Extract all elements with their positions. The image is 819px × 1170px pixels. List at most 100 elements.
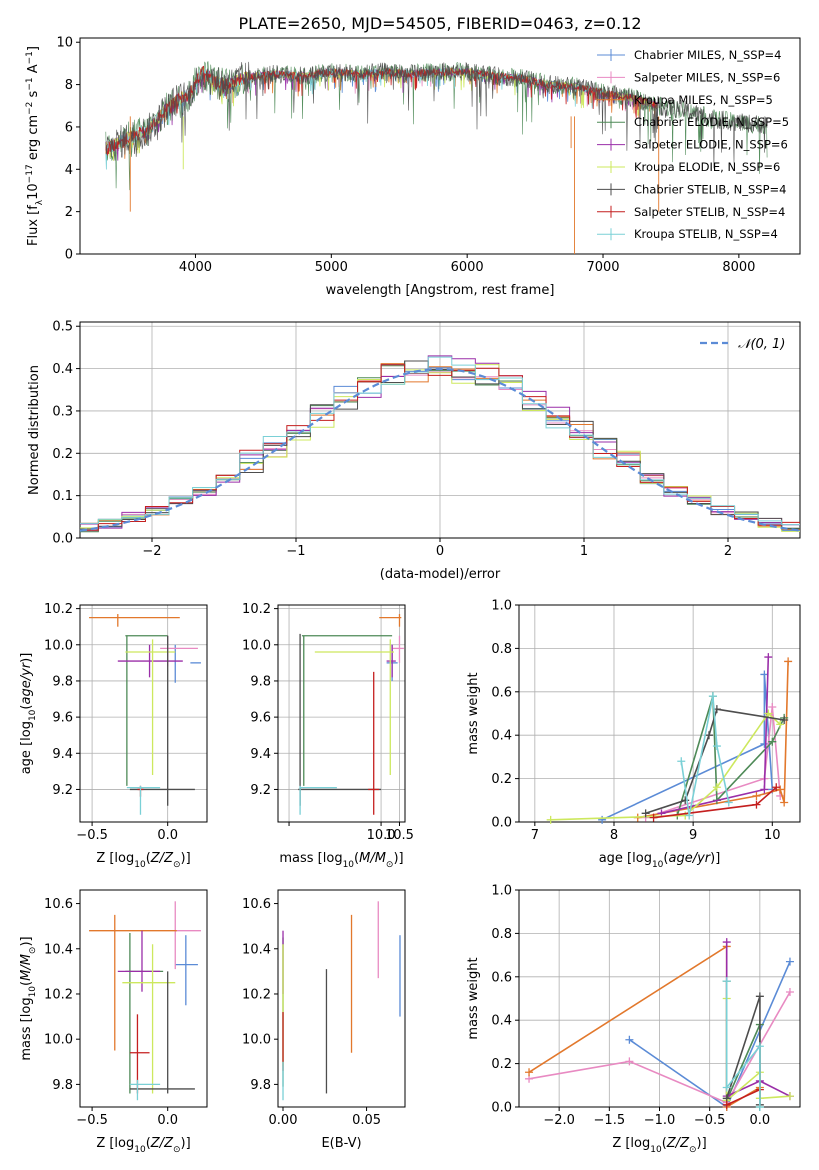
legend-entry: 𝒩(0, 1) [738,337,785,352]
y-tick-label: 1.0 [491,599,512,614]
legend-entry: Salpeter ELODIE, N_SSP=6 [634,138,788,152]
spectrum-panel: 4000 5000 6000 7000 8000 0 2 4 6 8 10 PLATE=2650, M… [25,14,801,298]
y-tick-label: 10.0 [242,1033,271,1048]
weight-point-marker [785,1092,794,1101]
axes-frame [277,604,406,823]
x-axis-label: Z [log10(Z/Z⊙)] [96,851,190,870]
axes-frame [79,889,208,1108]
y-tick-label: 0.0 [491,816,512,831]
weight-point-marker [784,657,793,666]
y-tick-label: 10.0 [242,638,271,653]
y-tick-label: 10.0 [44,1033,73,1048]
y-tick-label: 0.8 [491,927,512,942]
x-tick-label: 10 [764,828,781,843]
axes-frame [79,604,208,823]
histogram-series [80,360,800,533]
weight-point-marker [712,783,721,792]
errorbar-point [125,635,168,786]
x-axis-label: age [log10(age/yr)] [599,851,721,870]
errorbar-point [175,935,198,1006]
weight-point-marker [722,938,731,947]
axes-frame [518,604,801,823]
weight-point-marker [760,785,769,794]
x-axis-label: mass [log10(M/M⊙)] [279,851,403,870]
weight-point-marker [768,702,777,711]
y-tick-label: 0.2 [491,1057,512,1072]
y-tick-label: 0.0 [52,532,73,547]
y-tick-label: 0.4 [491,1014,512,1029]
y-axis-label: Normed distribution [27,365,42,495]
errorbar-point [126,785,161,815]
x-tick-label: 0.0 [750,1113,771,1128]
x-tick-label: 10.5 [385,828,414,843]
y-tick-label: 0.5 [52,320,73,335]
weight-point-marker [764,709,773,718]
x-tick-label: 0.05 [352,1113,381,1128]
mass-vs-ebv-panel: 0.00 0.05 9.8 10.0 10.2 10.4 10.6 E(B-V) [242,889,406,1151]
y-tick-label: 9.8 [52,674,73,689]
y-tick-label: 9.8 [250,674,271,689]
y-tick-label: 10 [56,36,73,51]
axes-frame [277,889,406,1108]
weight-point-marker [785,957,794,966]
errorbar-point [299,785,337,815]
errorbars [89,901,201,1101]
y-tick-label: 0.6 [491,970,512,985]
weight-point-marker [649,813,658,822]
weight-point-marker [780,798,789,807]
weight-point-marker [722,1083,731,1092]
errorbar-point [368,671,380,815]
legend-entry: Salpeter STELIB, N_SSP=4 [634,205,785,219]
weight-point-marker [785,987,794,996]
y-axis-label: Flux [fλ10−17 erg cm−2 s−1 A−1] [25,46,45,246]
x-tick-label: 9 [689,828,697,843]
y-tick-label: 0.2 [491,772,512,787]
x-tick-label: 5000 [315,260,348,275]
x-tick-label: 0.0 [157,828,178,843]
mass-vs-metallicity-panel: −0.5 0.0 9.8 10.0 10.2 10.4 10.6 Z [log10(Z/Z⊙)… [19,889,208,1155]
y-tick-label: 9.4 [250,747,271,762]
weight-lines [546,653,793,824]
y-tick-label: 4 [65,163,73,178]
x-tick-label: 10.0 [367,828,396,843]
x-tick-label: 2 [724,544,732,559]
errorbar-point [89,914,177,1051]
errorbar-point [314,639,394,775]
x-tick-label: 7 [531,828,539,843]
weight-series-line [653,786,777,819]
weight-point-marker [625,1057,634,1066]
errorbar-point [174,901,201,970]
weight-point-marker [755,1103,764,1111]
weight-series-line [601,674,774,821]
weight-point-marker [546,815,555,824]
weight-point-marker [681,796,690,805]
weight-series-line [726,1088,761,1106]
axes-frame [79,37,801,255]
y-tick-label: 0.2 [52,447,73,462]
weight-point-marker [776,720,785,729]
y-axis-label: mass weight [466,957,481,1039]
chart-title: PLATE=2650, MJD=54505, FIBERID=0463, z=0… [238,14,641,33]
y-tick-label: 10.4 [44,942,73,957]
weight-series-line [550,712,781,821]
y-tick-label: 10.4 [242,942,271,957]
y-tick-label: 9.2 [52,783,73,798]
weight-point-marker [760,739,769,748]
errorbar-point [129,971,195,1094]
errorbar-point [125,932,164,1094]
y-tick-label: 9.6 [52,711,73,726]
errorbar-point [379,614,402,627]
y-tick-label: 9.4 [52,747,73,762]
x-tick-label: 8000 [722,260,755,275]
errorbar-point [122,944,176,1094]
y-tick-label: 10.0 [44,638,73,653]
x-tick-label: −0.5 [76,1113,108,1128]
errorbar-point [125,639,176,775]
y-tick-label: 10.6 [242,897,271,912]
errorbar-point [386,644,396,678]
weight-point-marker [780,716,789,725]
legend-entry: Chabrier MILES, N_SSP=4 [634,48,781,62]
y-tick-label: 0.4 [491,729,512,744]
y-tick-label: 10.2 [242,602,271,617]
